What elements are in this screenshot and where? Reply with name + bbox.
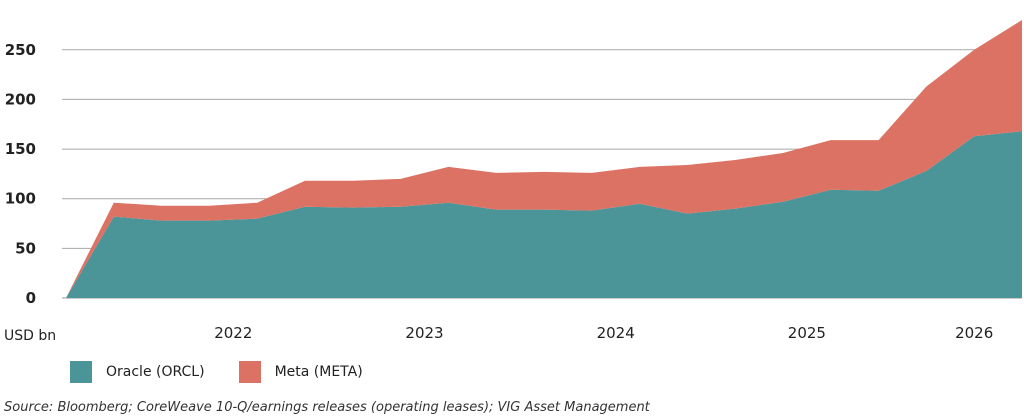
x-tick-label-2025: 2025: [788, 324, 826, 342]
y-tick-label-0: 0: [26, 289, 36, 307]
x-tick-label-2022: 2022: [214, 324, 252, 342]
legend-item-oracle: Oracle (ORCL): [70, 361, 205, 383]
x-axis-ticks: 2022 2023 2024 2025 2026: [214, 324, 993, 342]
area-meta: [66, 20, 1022, 298]
y-tick-label-50: 50: [15, 239, 36, 257]
y-tick-label-250: 250: [5, 41, 36, 59]
legend-swatch-meta: [238, 361, 261, 383]
legend-label-meta: Meta (META): [274, 364, 363, 380]
areas: [66, 20, 1022, 298]
y-tick-label-150: 150: [5, 140, 36, 158]
y-tick-label-100: 100: [5, 190, 36, 208]
chart: 0 50 100 150 200 250 2022 2023 2024 2025 2026 USD…: [4, 20, 1022, 344]
x-tick-label-2026: 2026: [955, 324, 993, 342]
source-note: Source: Bloomberg; CoreWeave 10-Q/earnin…: [4, 400, 650, 415]
area-oracle: [66, 131, 1022, 298]
legend-swatch-oracle: [70, 361, 92, 383]
legend: Oracle (ORCL) Meta (META): [70, 361, 397, 383]
legend-item-meta: Meta (META): [238, 361, 363, 383]
unit-label: USD bn: [4, 328, 56, 344]
y-tick-label-200: 200: [5, 90, 36, 108]
x-tick-label-2024: 2024: [597, 324, 635, 342]
x-tick-label-2023: 2023: [405, 324, 443, 342]
y-axis-ticks: 0 50 100 150 200 250: [5, 41, 36, 307]
legend-label-oracle: Oracle (ORCL): [106, 364, 205, 380]
